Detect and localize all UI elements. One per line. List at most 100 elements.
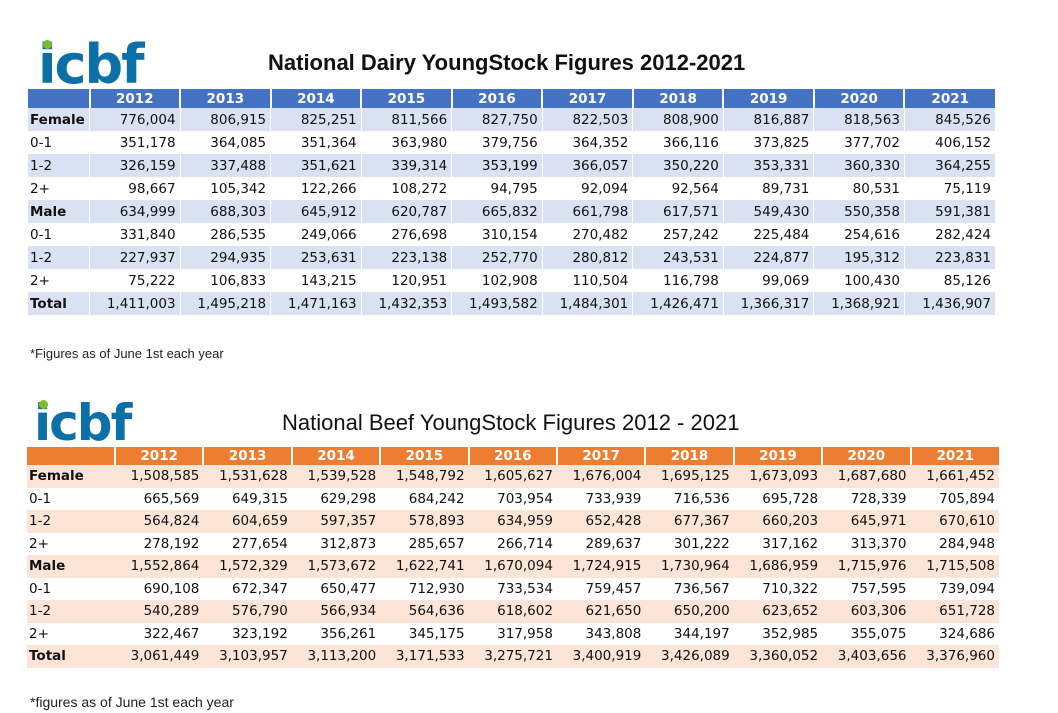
table-cell: 825,251 [270,108,362,131]
table-cell: 759,457 [556,577,646,600]
table-cell: 684,242 [380,487,469,510]
year-header: 2016 [467,447,557,465]
table-row: 0-1 690,108 672,347 650,477 712,930 733,534 75… [27,577,999,600]
table-cell: 324,686 [910,622,999,645]
table-cell: 1,548,792 [380,465,469,488]
table-cell: 364,352 [541,131,633,154]
table-cell: 1,572,329 [203,555,292,578]
table-cell: 352,985 [733,622,823,645]
table-cell: 652,428 [556,510,646,533]
table-row: 0-1 351,178 364,085 351,364 363,980 379,756 36… [27,131,995,154]
year-header: 2013 [179,89,271,108]
table-cell: 1,605,627 [468,465,557,488]
year-header: 2021 [903,89,995,108]
table-cell: 808,900 [632,108,724,131]
table-cell: 1,715,508 [910,555,999,578]
table-cell: 1,493,582 [451,292,543,315]
table-cell: 253,631 [270,246,362,269]
table-cell: 94,795 [451,177,543,200]
table-cell: 733,939 [556,487,646,510]
table-cell: 1,508,585 [115,465,204,488]
table-row: 0-1 665,569 649,315 629,298 684,242 703,954 73… [27,487,999,510]
icbf-logo-dairy: icbf [38,33,145,96]
table-cell: 822,503 [541,108,633,131]
table-cell: 1,573,672 [291,555,381,578]
table-cell: 356,261 [291,622,381,645]
table-cell: 1,426,471 [632,292,724,315]
table-cell: 106,833 [179,269,271,292]
table-cell: 806,915 [179,108,271,131]
table-cell: 739,094 [910,577,999,600]
table-cell: 350,220 [632,154,724,177]
table-cell: 120,951 [360,269,452,292]
table-cell: 89,731 [722,177,814,200]
table-cell: 105,342 [179,177,271,200]
table-row: 1-2 227,937 294,935 253,631 223,138 252,770 28… [27,246,995,269]
table-cell: 249,066 [270,223,362,246]
table-cell: 322,467 [115,622,204,645]
logo-dot-icon [43,40,52,49]
table-cell: 100,430 [813,269,905,292]
year-header: 2019 [722,89,814,108]
dairy-body: Female 776,004 806,915 825,251 811,566 827,75… [27,108,995,315]
table-cell: 818,563 [813,108,905,131]
table-cell: 353,199 [451,154,543,177]
table-cell: 728,339 [822,487,911,510]
dairy-footnote: *Figures as of June 1st each year [30,346,224,361]
table-cell: 1,531,628 [203,465,292,488]
table-cell: 289,637 [556,532,646,555]
table-row: Female 1,508,585 1,531,628 1,539,528 1,548,7… [27,465,999,488]
row-label: 1-2 [27,246,90,269]
table-cell: 313,370 [822,532,911,555]
table-cell: 665,832 [451,200,543,223]
table-row: 2+ 75,222 106,833 143,215 120,951 102,908 110,… [27,269,995,292]
table-cell: 1,366,317 [722,292,814,315]
table-cell: 651,728 [910,600,999,623]
table-cell: 578,893 [380,510,469,533]
table-cell: 733,534 [468,577,557,600]
table-cell: 845,526 [903,108,995,131]
table-cell: 353,331 [722,154,814,177]
dairy-header-row: 2012 2013 2014 2015 2016 2017 2018 2019 2020 2021 [27,89,995,108]
table-row: 0-1 331,840 286,535 249,066 276,698 310,154 27… [27,223,995,246]
table-cell: 688,303 [179,200,271,223]
table-cell: 257,242 [632,223,724,246]
table-cell: 703,954 [468,487,557,510]
table-cell: 661,798 [541,200,633,223]
beef-youngstock-table: 2012 2013 2014 2015 2016 2017 2018 2019 2020 2021… [27,447,999,668]
table-cell: 811,566 [360,108,452,131]
row-label: Total [27,645,115,668]
table-cell: 277,654 [203,532,292,555]
year-header: 2016 [450,89,543,108]
table-row: 2+ 98,667 105,342 122,266 108,272 94,795 92,09… [27,177,995,200]
table-cell: 629,298 [291,487,381,510]
table-cell: 603,306 [822,600,911,623]
table-cell: 677,367 [645,510,734,533]
table-cell: 278,192 [115,532,204,555]
table-cell: 1,686,959 [733,555,823,578]
table-cell: 294,935 [179,246,271,269]
year-header: 2020 [821,447,911,465]
table-cell: 591,381 [903,200,995,223]
table-cell: 351,364 [270,131,362,154]
row-label: 1-2 [27,154,90,177]
year-header: 2012 [113,447,204,465]
table-row: 2+ 278,192 277,654 312,873 285,657 266,714 289… [27,532,999,555]
row-label: 0-1 [27,487,115,510]
table-cell: 337,488 [179,154,271,177]
table-cell: 1,622,741 [380,555,469,578]
table-cell: 223,831 [903,246,995,269]
beef-header-row: 2012 2013 2014 2015 2016 2017 2018 2019 2020 2021 [27,447,999,465]
table-cell: 549,430 [722,200,814,223]
table-cell: 1,552,864 [115,555,204,578]
table-cell: 92,564 [632,177,724,200]
table-cell: 108,272 [360,177,452,200]
year-header: 2015 [379,447,469,465]
table-row: 2+ 322,467 323,192 356,261 345,175 317,958 343… [27,622,999,645]
table-cell: 1,687,680 [822,465,911,488]
table-cell: 360,330 [813,154,905,177]
table-cell: 597,357 [291,510,381,533]
table-cell: 1,715,976 [822,555,911,578]
row-label: 2+ [27,622,115,645]
table-cell: 364,255 [903,154,995,177]
